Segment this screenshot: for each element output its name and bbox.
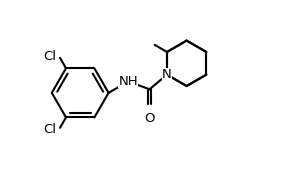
Text: N: N [162, 68, 172, 81]
Text: O: O [144, 112, 155, 125]
Text: NH: NH [118, 75, 138, 88]
Text: Cl: Cl [43, 50, 56, 63]
Text: Cl: Cl [43, 123, 56, 136]
Text: N: N [162, 68, 172, 81]
